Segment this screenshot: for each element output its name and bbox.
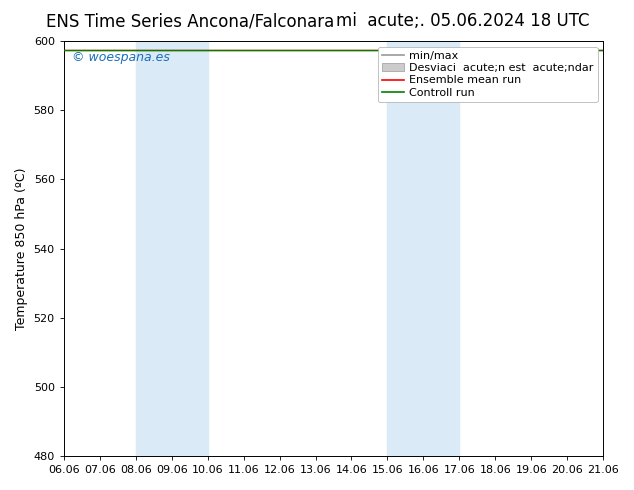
Y-axis label: Temperature 850 hPa (ºC): Temperature 850 hPa (ºC) — [15, 167, 28, 330]
Text: ENS Time Series Ancona/Falconara: ENS Time Series Ancona/Falconara — [46, 12, 334, 30]
Bar — [136, 41, 208, 456]
Text: mi  acute;. 05.06.2024 18 UTC: mi acute;. 05.06.2024 18 UTC — [336, 12, 590, 30]
Bar — [387, 41, 459, 456]
Text: © woespana.es: © woespana.es — [72, 51, 170, 64]
Legend: min/max, Desviaci  acute;n est  acute;ndar, Ensemble mean run, Controll run: min/max, Desviaci acute;n est acute;ndar… — [378, 47, 598, 102]
